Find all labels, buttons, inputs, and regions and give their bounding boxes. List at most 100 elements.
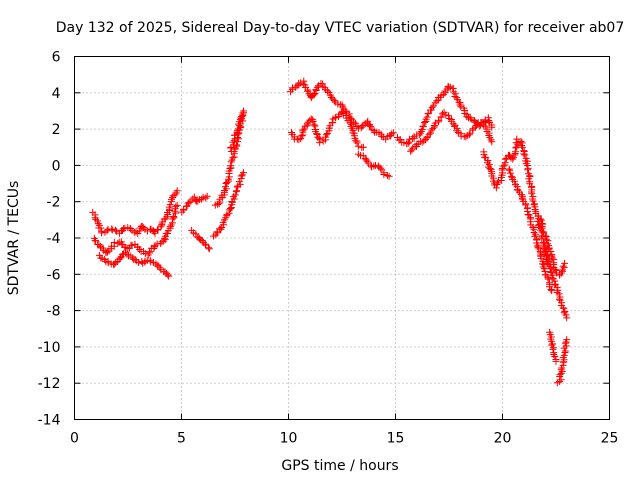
data-point bbox=[507, 172, 515, 180]
y-tick-label: 4 bbox=[52, 86, 61, 102]
y-tick-label: 6 bbox=[52, 50, 61, 66]
y-tick-label: -10 bbox=[38, 340, 61, 356]
data-point bbox=[501, 155, 509, 163]
data-point bbox=[97, 224, 105, 232]
data-point bbox=[543, 252, 551, 260]
data-point bbox=[229, 154, 237, 162]
data-point bbox=[385, 172, 393, 180]
x-tick-label: 0 bbox=[70, 431, 79, 447]
data-point bbox=[543, 236, 551, 244]
data-point bbox=[509, 176, 517, 184]
data-point bbox=[383, 171, 391, 179]
y-tick-label: -14 bbox=[38, 413, 61, 429]
data-point bbox=[460, 132, 468, 140]
data-point bbox=[561, 347, 569, 355]
data-point bbox=[146, 248, 154, 256]
data-point bbox=[552, 280, 560, 288]
data-point bbox=[439, 110, 447, 118]
data-point bbox=[240, 169, 248, 177]
data-point bbox=[453, 127, 461, 135]
data-point bbox=[310, 91, 318, 99]
data-point bbox=[455, 98, 463, 106]
data-point bbox=[552, 357, 560, 365]
data-point bbox=[427, 129, 435, 137]
data-point bbox=[377, 164, 385, 172]
data-point bbox=[493, 180, 501, 188]
data-point bbox=[165, 272, 173, 280]
data-point bbox=[551, 265, 559, 273]
data-point bbox=[132, 228, 140, 236]
data-point bbox=[166, 223, 174, 231]
data-point bbox=[506, 169, 514, 177]
data-point bbox=[530, 229, 538, 237]
data-point bbox=[156, 264, 164, 272]
y-tick-label: -12 bbox=[38, 376, 61, 392]
x-tick-label: 25 bbox=[601, 431, 619, 447]
data-point bbox=[457, 103, 465, 111]
data-point bbox=[561, 339, 569, 347]
data-point bbox=[517, 191, 525, 199]
data-point bbox=[322, 131, 330, 139]
data-point bbox=[289, 84, 297, 92]
data-point bbox=[561, 308, 569, 316]
data-point bbox=[316, 139, 324, 147]
data-point bbox=[198, 195, 206, 203]
data-point bbox=[558, 367, 566, 375]
data-point bbox=[166, 201, 174, 209]
data-point bbox=[313, 83, 321, 91]
data-point bbox=[419, 122, 427, 130]
data-point bbox=[112, 259, 120, 267]
data-point bbox=[236, 116, 244, 124]
data-point bbox=[309, 117, 317, 125]
data-point bbox=[163, 230, 171, 238]
data-point bbox=[380, 170, 388, 178]
data-point bbox=[456, 101, 464, 109]
data-point bbox=[235, 178, 243, 186]
data-point bbox=[172, 202, 180, 210]
data-point bbox=[364, 117, 372, 125]
data-point bbox=[440, 90, 448, 98]
x-tick-label: 5 bbox=[177, 431, 186, 447]
data-point bbox=[141, 249, 149, 257]
data-point bbox=[114, 239, 122, 247]
data-point bbox=[547, 285, 555, 293]
data-point bbox=[143, 227, 151, 235]
data-point bbox=[425, 130, 433, 138]
data-point bbox=[303, 120, 311, 128]
data-points bbox=[89, 77, 571, 387]
data-point bbox=[463, 113, 471, 121]
data-point bbox=[337, 108, 345, 116]
data-point bbox=[545, 261, 553, 269]
data-point bbox=[520, 150, 528, 158]
data-point bbox=[549, 345, 557, 353]
data-point bbox=[466, 114, 474, 122]
x-tick-label: 15 bbox=[387, 431, 405, 447]
data-point bbox=[221, 183, 229, 191]
data-point bbox=[328, 93, 336, 101]
data-point bbox=[492, 184, 500, 192]
data-point bbox=[293, 135, 301, 143]
data-point bbox=[494, 179, 502, 187]
data-point bbox=[227, 162, 235, 170]
data-point bbox=[538, 224, 546, 232]
data-point bbox=[233, 187, 241, 195]
y-axis-label: SDTVAR / TECUs bbox=[6, 181, 22, 296]
data-point bbox=[517, 137, 525, 145]
y-tick-label: -8 bbox=[47, 304, 61, 320]
data-point bbox=[421, 119, 429, 127]
y-tick-label: -4 bbox=[47, 231, 61, 247]
data-point bbox=[388, 130, 396, 138]
data-point bbox=[539, 263, 547, 271]
data-point bbox=[535, 244, 543, 252]
data-point bbox=[548, 287, 556, 295]
data-point bbox=[365, 122, 373, 130]
data-point bbox=[428, 103, 436, 111]
data-point bbox=[140, 224, 148, 232]
grid bbox=[74, 56, 610, 420]
x-tick-label: 10 bbox=[280, 431, 298, 447]
data-point bbox=[416, 129, 424, 137]
x-axis-label: GPS time / hours bbox=[281, 458, 398, 474]
data-point bbox=[510, 177, 518, 185]
data-point bbox=[511, 181, 519, 189]
y-tick-label: -6 bbox=[47, 267, 61, 283]
